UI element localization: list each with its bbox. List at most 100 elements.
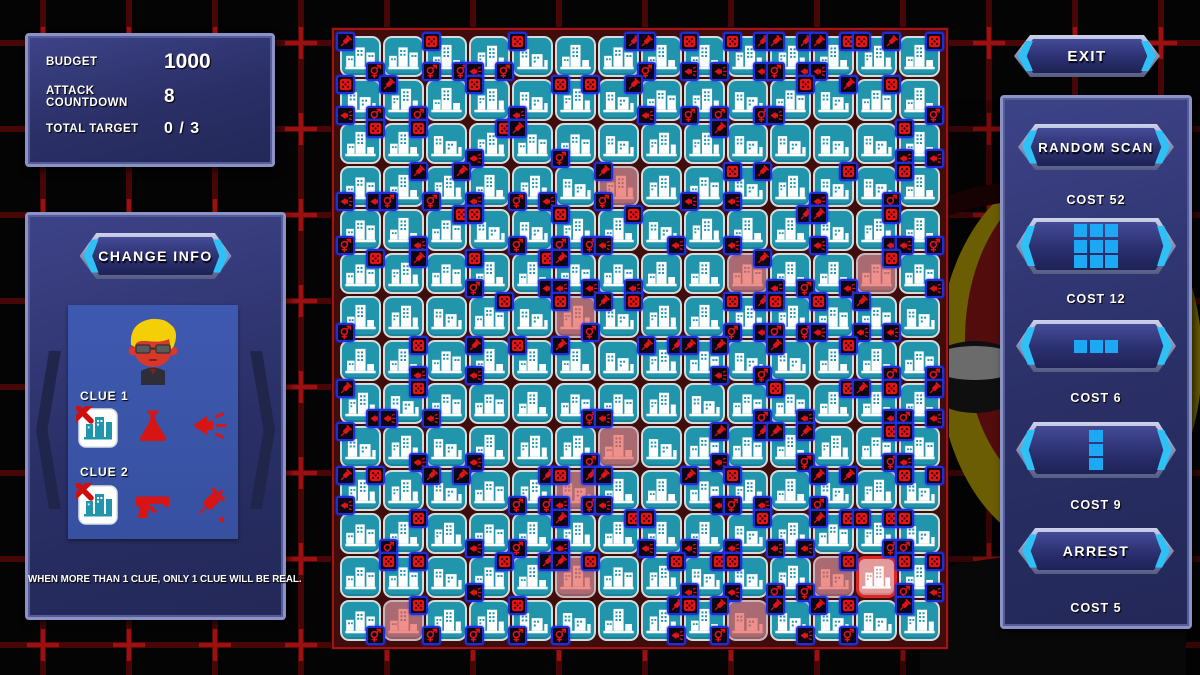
board-tile[interactable]: [379, 508, 428, 559]
board-tile[interactable]: [895, 162, 940, 208]
board-tile[interactable]: [641, 122, 682, 165]
board-tile[interactable]: [727, 339, 772, 385]
board-tile[interactable]: [340, 512, 381, 555]
arrest-button[interactable]: ARREST: [1018, 528, 1174, 574]
board-tile[interactable]: [641, 166, 682, 208]
board-tile[interactable]: [598, 122, 639, 165]
board-tile[interactable]: [813, 335, 858, 381]
board-tile[interactable]: [422, 162, 471, 212]
board-tile[interactable]: [336, 378, 385, 429]
board-tile[interactable]: [555, 426, 600, 472]
board-tile[interactable]: [899, 296, 940, 338]
board-tile[interactable]: [555, 36, 596, 78]
board-tile[interactable]: [899, 79, 944, 125]
board-tile[interactable]: [809, 465, 858, 515]
next-suspect-arrow[interactable]: [250, 351, 275, 509]
board-tile[interactable]: [766, 32, 815, 82]
board-tile[interactable]: [641, 552, 686, 598]
board-tile[interactable]: [508, 335, 553, 381]
board-tile[interactable]: [727, 79, 772, 125]
board-tile[interactable]: [766, 422, 815, 472]
board-tile[interactable]: [512, 248, 557, 299]
board-tile[interactable]: [383, 595, 428, 641]
board-tile[interactable]: [637, 79, 682, 125]
board-tile[interactable]: [551, 292, 600, 342]
board-tile[interactable]: [555, 166, 596, 208]
board-tile[interactable]: [727, 422, 772, 468]
board-tile[interactable]: [426, 205, 471, 251]
board-tile[interactable]: [379, 552, 428, 598]
board-tile[interactable]: [813, 122, 854, 165]
board-tile[interactable]: [465, 36, 514, 82]
board-tile[interactable]: [340, 248, 385, 295]
board-tile[interactable]: [336, 296, 381, 342]
board-tile[interactable]: [727, 248, 772, 295]
scan-column-button[interactable]: [1016, 422, 1176, 478]
board-tile[interactable]: [465, 205, 510, 251]
board-tile[interactable]: [637, 508, 682, 559]
board-tile[interactable]: [383, 248, 428, 295]
board-tile[interactable]: [465, 426, 510, 472]
board-tile[interactable]: [383, 426, 428, 472]
board-tile[interactable]: [598, 252, 643, 299]
board-tile[interactable]: [856, 469, 897, 511]
board-tile[interactable]: [379, 162, 428, 212]
board-tile[interactable]: [508, 465, 557, 515]
board-tile[interactable]: [340, 339, 381, 381]
board-tile[interactable]: [512, 296, 553, 338]
board-tile[interactable]: [551, 75, 600, 121]
board-tile[interactable]: [852, 32, 901, 78]
board-tile[interactable]: [856, 339, 901, 385]
board-tile[interactable]: [641, 469, 682, 511]
board-tile[interactable]: [770, 205, 815, 251]
board-tile[interactable]: [723, 162, 772, 212]
board-tile[interactable]: [594, 465, 639, 515]
exit-button[interactable]: EXIT: [1014, 35, 1160, 77]
board-tile[interactable]: [684, 382, 725, 425]
board-tile[interactable]: [852, 292, 901, 342]
board-tile[interactable]: [508, 79, 553, 125]
board-tile[interactable]: [723, 508, 772, 559]
board-tile[interactable]: [899, 339, 944, 385]
board-tile[interactable]: [551, 508, 596, 559]
board-tile[interactable]: [594, 162, 639, 212]
board-tile[interactable]: [766, 595, 815, 645]
board-tile[interactable]: [598, 599, 639, 641]
board-tile[interactable]: [551, 552, 600, 598]
board-tile[interactable]: [723, 465, 772, 515]
board-tile[interactable]: [383, 36, 424, 78]
board-tile[interactable]: [598, 339, 639, 381]
board-tile[interactable]: [379, 75, 428, 125]
board-tile[interactable]: [895, 552, 944, 602]
board-tile[interactable]: [856, 205, 901, 255]
board-tile[interactable]: [723, 552, 768, 602]
board-tile[interactable]: [641, 426, 682, 468]
board-tile[interactable]: [680, 465, 729, 515]
board-tile[interactable]: [856, 122, 897, 165]
board-tile[interactable]: [766, 556, 815, 602]
change-info-button[interactable]: CHANGE INFO: [79, 233, 232, 279]
board-tile[interactable]: [383, 335, 428, 385]
board-tile[interactable]: [680, 552, 729, 602]
board-tile[interactable]: [766, 292, 815, 342]
board-tile[interactable]: [770, 166, 811, 208]
board-tile[interactable]: [426, 426, 467, 468]
board-tile[interactable]: [766, 75, 815, 125]
board-tile[interactable]: [680, 595, 729, 645]
board-tile[interactable]: [508, 118, 553, 165]
board-tile[interactable]: [340, 599, 385, 645]
board-tile[interactable]: [383, 118, 428, 165]
board-tile[interactable]: [809, 508, 858, 555]
board-tile[interactable]: [641, 209, 686, 255]
board-tile[interactable]: [766, 378, 815, 429]
board-tile[interactable]: [809, 292, 854, 342]
board-tile[interactable]: [426, 339, 467, 381]
board-tile[interactable]: [551, 335, 596, 381]
board-tile[interactable]: [469, 469, 510, 511]
board-tile[interactable]: [336, 422, 381, 468]
board-tile[interactable]: [383, 296, 424, 338]
previous-suspect-arrow[interactable]: [36, 351, 61, 509]
board-tile[interactable]: [336, 166, 385, 212]
board-tile[interactable]: [336, 465, 385, 515]
board-tile[interactable]: [684, 209, 725, 251]
